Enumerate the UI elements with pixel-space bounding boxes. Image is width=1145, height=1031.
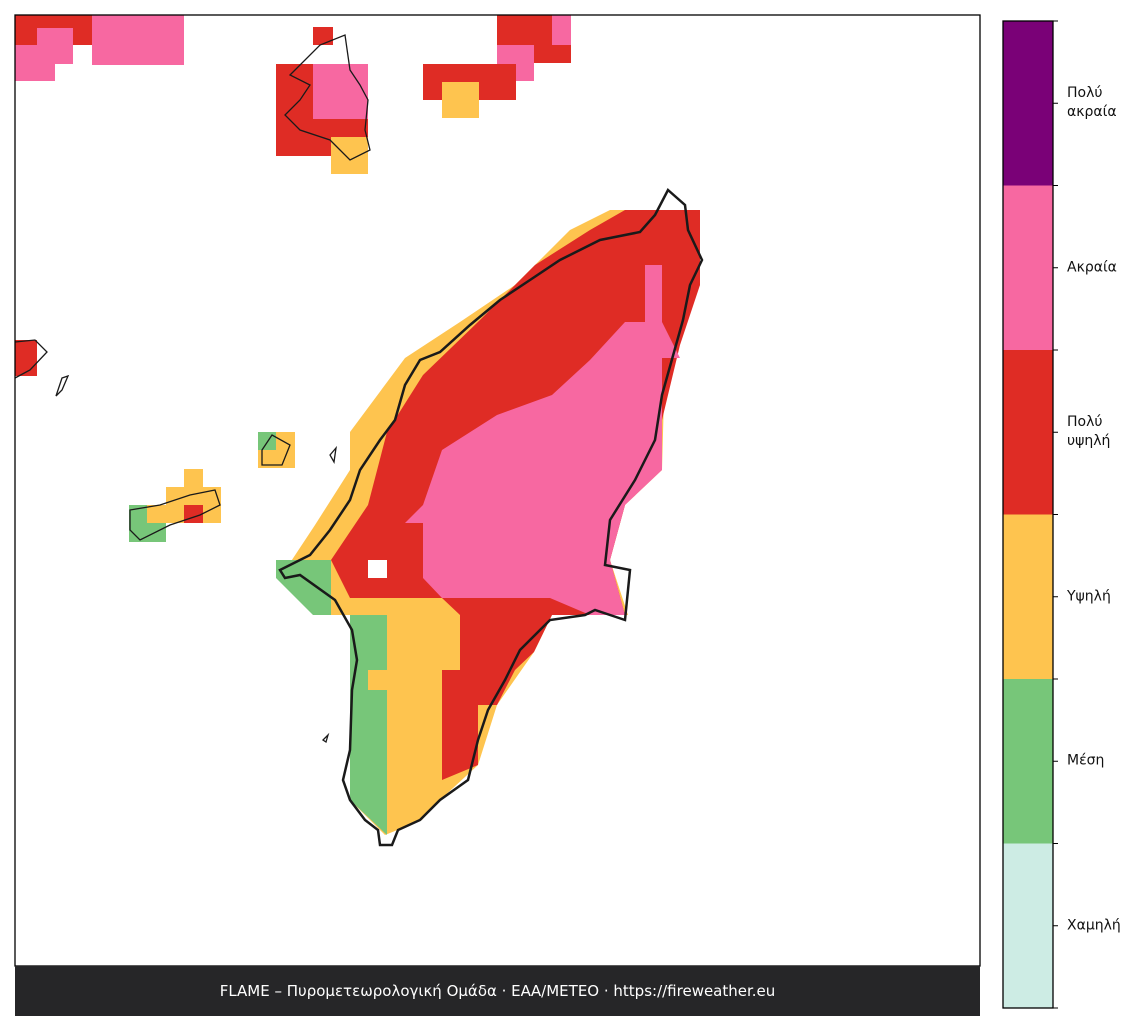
colorbar-label: Πολύ ακραία xyxy=(1067,85,1117,121)
colorbar-label: Χαμηλή xyxy=(1067,917,1121,934)
colorbar xyxy=(1003,20,1058,1009)
colorbar-swatch xyxy=(1003,350,1053,515)
colorbar-label: Υψηλή xyxy=(1067,588,1111,605)
colorbar-swatch xyxy=(1003,843,1053,1008)
colorbar-frame xyxy=(1002,20,1054,1009)
colorbar-swatch xyxy=(1003,185,1053,350)
footer: FLAME – Πυρομετεωρολογική Ομάδα · ΕΑΑ/ME… xyxy=(15,966,980,1016)
colorbar-swatch xyxy=(1003,514,1053,679)
colorbar-swatch xyxy=(1003,21,1053,186)
colorbar-label: Μέση xyxy=(1067,752,1105,769)
danger-fill xyxy=(15,15,700,835)
coastline xyxy=(278,188,704,847)
islets xyxy=(14,34,371,744)
colorbar-swatch xyxy=(1003,679,1053,844)
colorbar-label: Πολύ υψηλή xyxy=(1067,414,1111,450)
colorbar-label: Ακραία xyxy=(1067,259,1117,276)
